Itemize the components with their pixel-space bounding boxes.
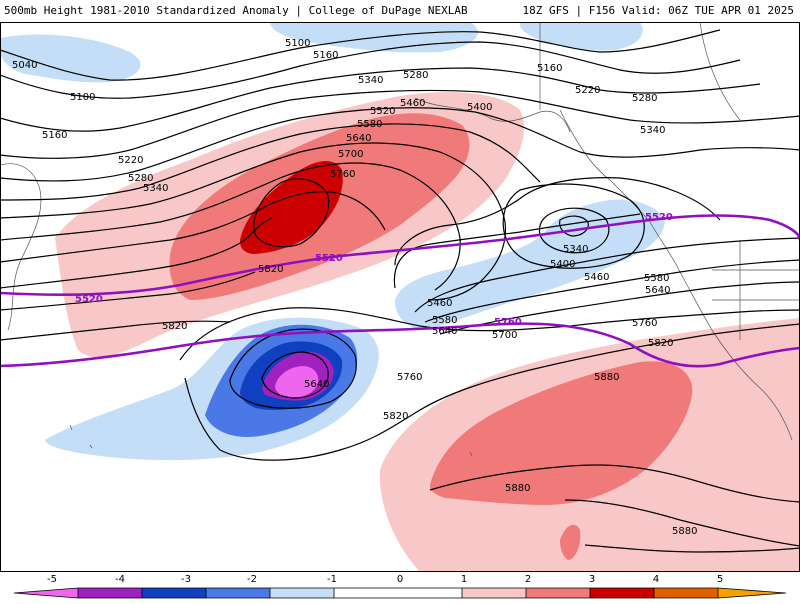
weather-map: 5040 5100 5100 5160 5160 5160 5220 5220 …: [0, 22, 800, 572]
contour-label: 5760: [330, 169, 355, 180]
colorbar-cell-pos2: [526, 588, 590, 598]
highlight-label: 5520: [75, 294, 103, 305]
negative-anomaly-south-5: [275, 366, 319, 398]
contour-label: 5880: [672, 526, 697, 537]
colorbar-tick: 4: [652, 574, 660, 585]
title-bar: 500mb Height 1981-2010 Standardized Anom…: [0, 0, 800, 22]
contour-label: 5700: [492, 330, 517, 341]
colorbar-cell-neg2: [206, 588, 270, 598]
contour-label: 5400: [550, 259, 575, 270]
contour-label: 5820: [258, 264, 283, 275]
negative-anomaly-east-1: [394, 199, 665, 330]
contour-labels: 5040 5100 5100 5160 5160 5160 5220 5220 …: [12, 38, 697, 537]
contour-label: 5220: [575, 85, 600, 96]
highlight-label: 5520: [645, 212, 673, 223]
contour-label: 5880: [594, 372, 619, 383]
contour-label: 5160: [42, 130, 67, 141]
contour-label: 5100: [70, 92, 95, 103]
contour-label: 5700: [338, 149, 363, 160]
contour-label: 5460: [584, 272, 609, 283]
colorbar-tick: -1: [327, 574, 337, 585]
colorbar-cell-neg4: [78, 588, 142, 598]
contour-label: 5580: [357, 119, 382, 130]
contour-label: 5100: [285, 38, 310, 49]
contour-label: 5760: [632, 318, 657, 329]
contour-label: 5220: [118, 155, 143, 166]
contour-label: 5580: [644, 273, 669, 284]
contour-label: 5340: [563, 244, 588, 255]
height-contours: [0, 29, 800, 553]
colorbar-cell-neg5: [14, 588, 78, 598]
colorbar-tick: 1: [460, 574, 468, 585]
contour-label: 5640: [346, 133, 371, 144]
contour-label: 5160: [537, 63, 562, 74]
colorbar-tick: 0: [396, 574, 404, 585]
contour-label: 5820: [383, 411, 408, 422]
contour-label: 5280: [128, 173, 153, 184]
highlight-labels: 5520 5520 5520 5760: [75, 212, 673, 328]
colorbar-tick: -5: [47, 574, 57, 585]
contour-label: 5820: [162, 321, 187, 332]
contour-label: 5580: [432, 315, 457, 326]
contour-label: 5460: [400, 98, 425, 109]
colorbar-tick: 5: [716, 574, 724, 585]
contour-label: 5520: [370, 106, 395, 117]
product-title: 500mb Height 1981-2010 Standardized Anom…: [4, 4, 468, 17]
negative-anomaly-north-1: [0, 34, 141, 83]
contour-label: 5280: [403, 70, 428, 81]
highlight-label: 5520: [315, 253, 343, 264]
highlight-label: 5760: [494, 317, 522, 328]
colorbar-tick: -4: [115, 574, 125, 585]
contour-label: 5340: [358, 75, 383, 86]
positive-anomaly-south-3: [560, 524, 581, 560]
colorbar-tick: -3: [181, 574, 191, 585]
contour-label: 5640: [645, 285, 670, 296]
colorbar-cell-neutral: [334, 588, 462, 598]
valid-time: 18Z GFS | F156 Valid: 06Z TUE APR 01 202…: [522, 4, 794, 17]
colorbar-cell-pos3: [590, 588, 654, 598]
positive-anomaly-south-2: [430, 361, 693, 505]
contour-label: 5820: [648, 338, 673, 349]
colorbar-tick: 2: [524, 574, 532, 585]
contour-label: 5160: [313, 50, 338, 61]
contour-label: 5460: [427, 298, 452, 309]
colorbar-cell-pos5: [718, 588, 786, 598]
colorbar-tick: 3: [588, 574, 596, 585]
highlight-contours: [0, 214, 800, 368]
contour-label: 5340: [143, 183, 168, 194]
colorbar-tick: -2: [247, 574, 257, 585]
colorbar-cell-neg3: [142, 588, 206, 598]
contour-label: 5040: [12, 60, 37, 71]
colorbar-cell-pos1: [462, 588, 526, 598]
colorbar-graphic: [13, 587, 787, 599]
colorbar-cell-neg1: [270, 588, 334, 598]
contour-label: 5400: [467, 102, 492, 113]
colorbar: -5 -4 -3 -2 -1 0 1 2 3 4 5: [0, 572, 800, 600]
contour-label: 5340: [640, 125, 665, 136]
contour-label: 5280: [632, 93, 657, 104]
contour-label: 5640: [432, 326, 457, 337]
contour-label: 5760: [397, 372, 422, 383]
colorbar-cell-pos4: [654, 588, 718, 598]
contour-label: 5880: [505, 483, 530, 494]
contour-label: 5640: [304, 379, 329, 390]
